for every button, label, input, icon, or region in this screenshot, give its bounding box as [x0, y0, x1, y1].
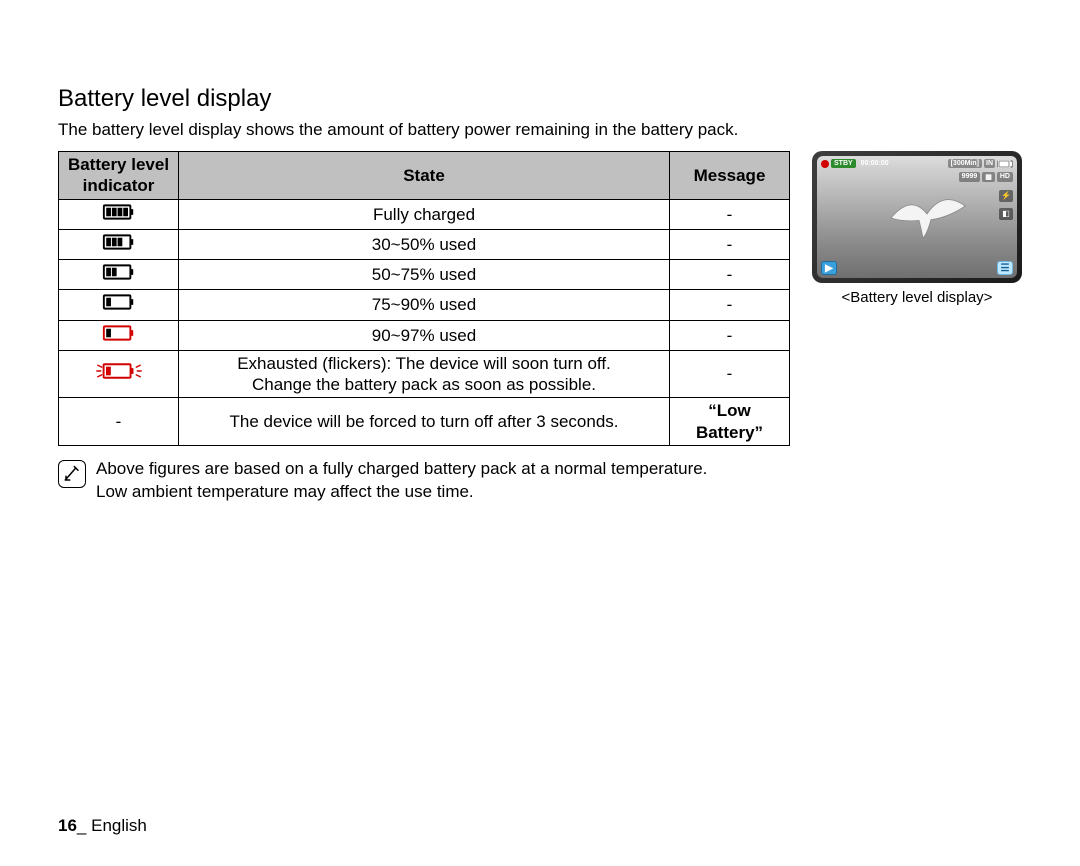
th-message: Message — [670, 152, 790, 200]
osd-battery-icon — [997, 160, 1013, 168]
osd-time: 00:00:00 — [858, 159, 892, 168]
cell-indicator — [59, 350, 179, 398]
intro-text: The battery level display shows the amou… — [58, 119, 1022, 141]
osd-stby: STBY — [831, 159, 856, 168]
table-row: Exhausted (flickers): The device will so… — [59, 350, 790, 398]
section-title: Battery level display — [58, 85, 1022, 113]
cell-indicator — [59, 290, 179, 320]
cell-message: - — [670, 290, 790, 320]
osd-shots: 9999 — [959, 172, 981, 182]
table-row: 50~75% used- — [59, 260, 790, 290]
note-icon — [58, 460, 86, 488]
cell-indicator — [59, 320, 179, 350]
display-caption: <Battery level display> — [812, 289, 1022, 306]
th-state: State — [179, 152, 670, 200]
osd-mode-icon: ◧ — [999, 208, 1013, 220]
cell-state: Fully charged — [179, 199, 670, 229]
battery-table: Battery level indicator State Message Fu… — [58, 151, 790, 446]
cell-indicator: - — [59, 398, 179, 446]
seagull-graphic — [887, 193, 967, 243]
page-footer: 16_ English — [58, 816, 147, 836]
osd-flash-icon: ⚡ — [999, 190, 1013, 202]
cell-indicator — [59, 199, 179, 229]
cell-indicator — [59, 229, 179, 259]
cell-message: - — [670, 320, 790, 350]
osd-quality-icon: ▦ — [982, 172, 995, 182]
table-row: 30~50% used- — [59, 229, 790, 259]
cell-indicator — [59, 260, 179, 290]
cell-message: - — [670, 229, 790, 259]
battery-icon — [101, 262, 137, 282]
cell-message: - — [670, 260, 790, 290]
cell-message: - — [670, 350, 790, 398]
battery-icon — [101, 292, 137, 312]
osd-menu-button: ☰ — [997, 261, 1013, 275]
cell-state: 50~75% used — [179, 260, 670, 290]
battery-icon — [101, 323, 137, 343]
battery-icon — [101, 202, 137, 222]
table-row: 75~90% used- — [59, 290, 790, 320]
rec-dot-icon — [821, 160, 829, 168]
table-row: Fully charged- — [59, 199, 790, 229]
table-row: -The device will be forced to turn off a… — [59, 398, 790, 446]
battery-icon — [101, 232, 137, 252]
cell-state: 75~90% used — [179, 290, 670, 320]
cell-state: 30~50% used — [179, 229, 670, 259]
osd-remain: [300Min] — [948, 159, 982, 168]
cell-message: - — [670, 199, 790, 229]
note-text: Above figures are based on a fully charg… — [96, 458, 707, 504]
display-preview: STBY 00:00:00 [300Min] IN 9999 ▦ HD — [812, 151, 1022, 283]
osd-hd: HD — [997, 172, 1013, 182]
table-row: 90~97% used- — [59, 320, 790, 350]
cell-state: Exhausted (flickers): The device will so… — [179, 350, 670, 398]
cell-state: 90~97% used — [179, 320, 670, 350]
osd-play-button: ▶ — [821, 261, 837, 275]
th-indicator: Battery level indicator — [59, 152, 179, 200]
battery-icon — [93, 361, 145, 381]
cell-state: The device will be forced to turn off af… — [179, 398, 670, 446]
osd-card-icon: IN — [984, 159, 995, 168]
cell-message: “LowBattery” — [670, 398, 790, 446]
